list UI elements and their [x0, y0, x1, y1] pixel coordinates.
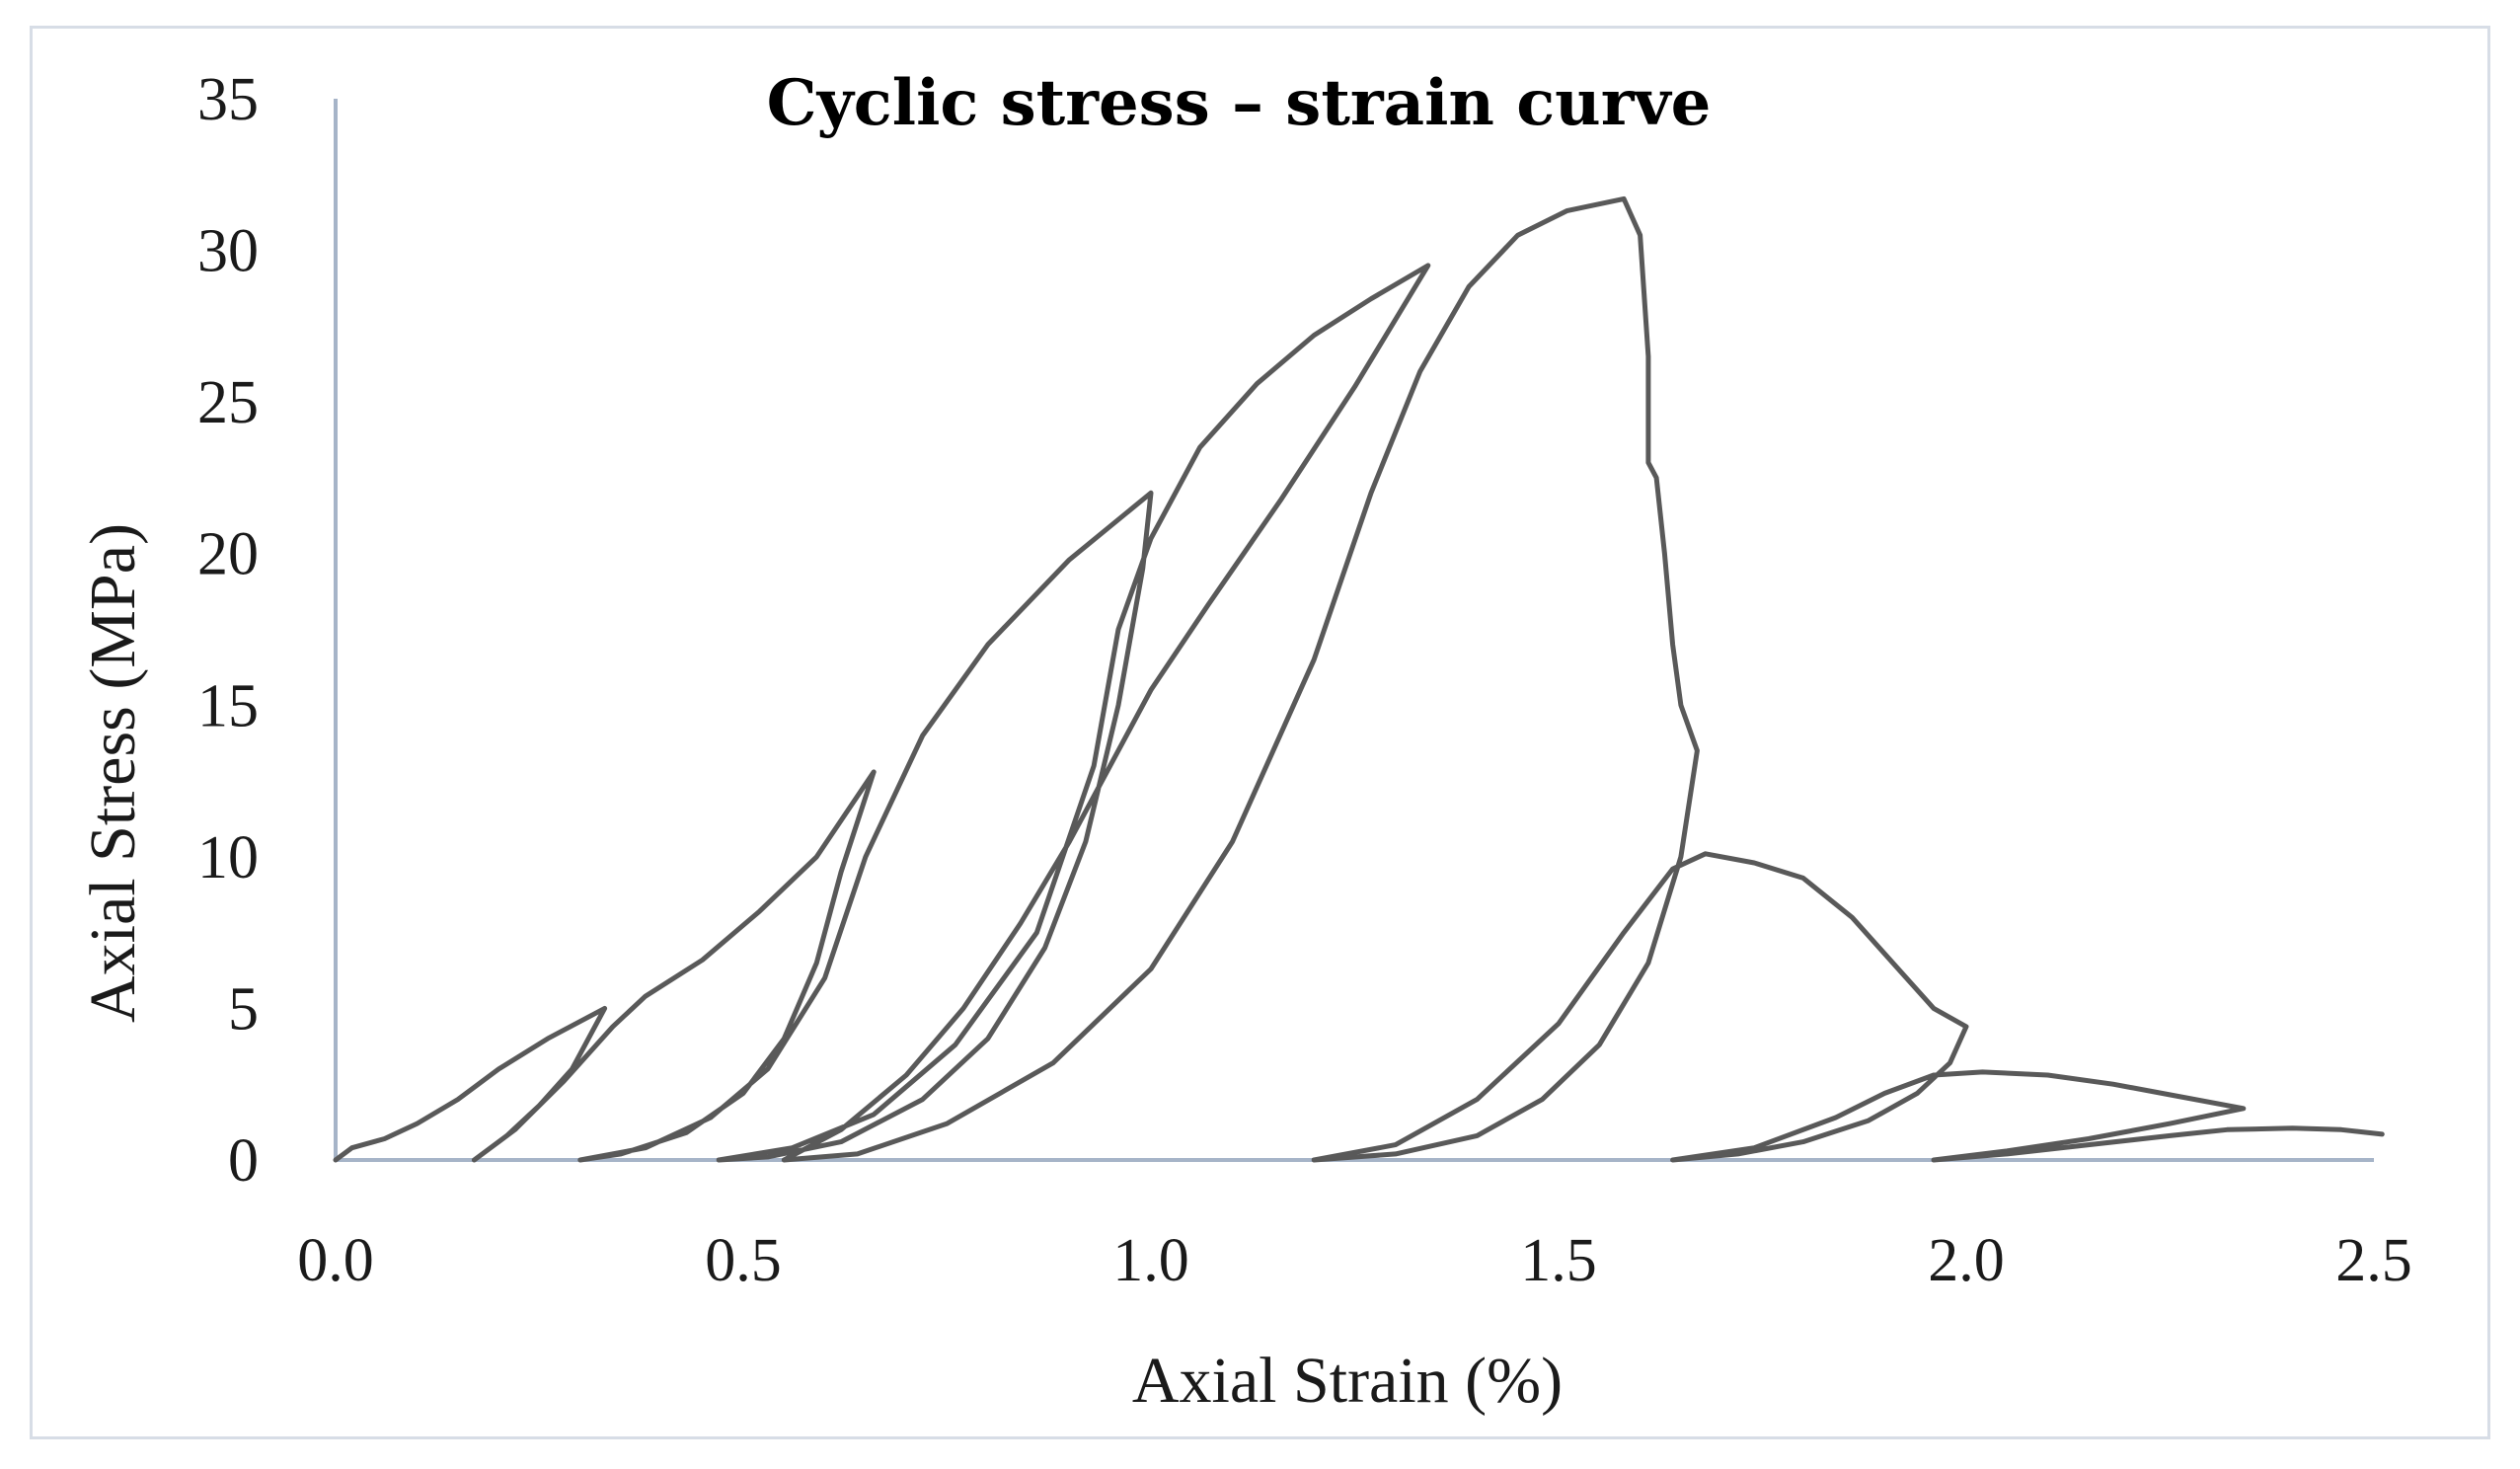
chart-title: Cyclic stress – strain curve [767, 66, 1712, 140]
x-axis-label: Axial Strain (%) [1132, 1345, 1563, 1417]
y-tick-label: 20 [197, 521, 259, 588]
y-axis-label: Axial Stress (MPa) [77, 523, 149, 1023]
series-layer [333, 195, 2385, 1163]
y-tick-label: 30 [197, 218, 259, 285]
x-axis-ticks: 0.0 0.5 1.0 1.5 2.0 2.5 [297, 1227, 2412, 1294]
y-tick-label: 10 [197, 824, 259, 891]
series-line-1 [333, 195, 2385, 1163]
y-axis-ticks: 0 5 10 15 20 25 30 35 [197, 66, 259, 1195]
x-tick-label: 0.5 [705, 1227, 782, 1294]
figure-frame [30, 26, 2490, 1439]
x-tick-label: 2.0 [1928, 1227, 2005, 1294]
y-tick-label: 0 [228, 1127, 259, 1195]
y-tick-label: 35 [197, 66, 259, 133]
y-tick-label: 5 [228, 975, 259, 1043]
y-tick-label: 15 [197, 672, 259, 739]
x-tick-label: 0.0 [297, 1227, 374, 1294]
x-tick-label: 1.0 [1112, 1227, 1189, 1294]
y-tick-label: 25 [197, 369, 259, 436]
x-tick-label: 2.5 [2335, 1227, 2412, 1294]
x-tick-label: 1.5 [1520, 1227, 1597, 1294]
